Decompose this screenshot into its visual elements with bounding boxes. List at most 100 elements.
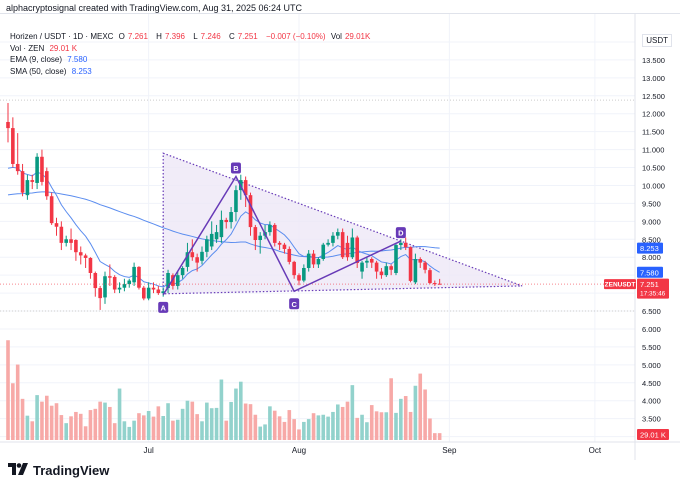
sma-indicator-line[interactable]: SMA (50, close) 8.253 xyxy=(10,66,376,78)
volume-indicator-label: Vol · ZEN xyxy=(10,43,45,53)
candle xyxy=(185,242,190,272)
candle-body xyxy=(433,283,437,285)
volume-bar xyxy=(146,411,151,440)
candle xyxy=(161,287,165,297)
pattern-label: A xyxy=(160,303,166,312)
volume-bar xyxy=(185,400,190,440)
symbol-badge-text: ZENUSDT xyxy=(605,282,636,289)
candle-body xyxy=(64,239,68,243)
candle-body xyxy=(214,232,219,240)
volume-bar xyxy=(132,420,136,440)
volume-bar xyxy=(78,413,83,440)
volume-bar xyxy=(234,388,238,440)
candle xyxy=(49,192,54,225)
candle xyxy=(379,267,384,279)
candle xyxy=(45,167,49,200)
candle xyxy=(166,269,170,294)
volume-bar xyxy=(175,419,180,440)
volume-bar xyxy=(151,416,156,440)
candle xyxy=(229,207,233,229)
candle xyxy=(403,237,408,251)
candle-body xyxy=(229,212,233,223)
ema-price-badge-text: 7.580 xyxy=(640,268,659,277)
time-axis-label: Sep xyxy=(442,446,457,455)
candle xyxy=(108,264,112,286)
currency-button[interactable]: USDT xyxy=(642,34,672,47)
candle xyxy=(384,262,389,277)
tradingview-logo[interactable]: TradingView xyxy=(8,463,109,478)
candle xyxy=(345,235,350,261)
volume-bar xyxy=(369,405,374,440)
volume-bar xyxy=(156,406,161,440)
symbol-title[interactable]: Horizen / USDT · 1D · MEXC xyxy=(10,32,114,41)
volume-bar xyxy=(331,411,335,440)
price-axis-label: 4.500 xyxy=(642,379,661,388)
candle xyxy=(195,253,199,272)
candle-body xyxy=(108,276,112,278)
volume-bar xyxy=(127,426,132,440)
price-chart-svg[interactable]: ABCD14.00013.50013.00012.50012.00011.500… xyxy=(0,0,680,462)
candle xyxy=(374,260,379,279)
candle-body xyxy=(156,289,161,294)
candle xyxy=(418,257,423,268)
candle-body xyxy=(117,287,122,290)
ema-value: 7.580 xyxy=(67,55,88,64)
candle-body xyxy=(59,226,64,243)
pattern-point-a xyxy=(158,301,169,313)
candle xyxy=(142,285,146,301)
candle xyxy=(292,260,296,279)
candle xyxy=(11,117,15,168)
candle xyxy=(98,285,102,310)
volume-bar xyxy=(418,373,423,440)
price-axis-label: 12.500 xyxy=(642,92,665,101)
candle-body xyxy=(306,253,311,268)
volume-bar xyxy=(35,395,39,440)
candle-body xyxy=(384,266,389,276)
volume-bar xyxy=(365,422,369,440)
candle xyxy=(146,282,151,301)
volume-bar xyxy=(69,416,73,440)
candle-body xyxy=(437,283,442,285)
price-axis-label: 6.500 xyxy=(642,307,661,316)
price-axis-label: 3.500 xyxy=(642,415,661,424)
price-axis-label: 11.500 xyxy=(642,128,664,137)
candle-body xyxy=(88,257,93,274)
candle-body xyxy=(340,232,345,258)
price-axis-label: 10.500 xyxy=(642,164,665,173)
candle xyxy=(248,192,253,236)
volume-bar xyxy=(311,413,316,440)
candle-body xyxy=(185,252,190,267)
volume-bar xyxy=(316,415,321,440)
ema-label: EMA (9, close) xyxy=(10,55,63,64)
ema-indicator-line[interactable]: EMA (9, close) 7.580 xyxy=(10,54,376,66)
candle-body xyxy=(6,121,10,129)
candle xyxy=(302,264,306,283)
candle xyxy=(190,239,195,261)
candle xyxy=(258,232,262,254)
candle xyxy=(428,267,432,285)
pattern-label: C xyxy=(291,300,297,309)
volume-bar xyxy=(379,412,384,440)
candle-body xyxy=(355,237,359,263)
current-price-text: 7.251 xyxy=(640,280,659,289)
volume-bar xyxy=(302,421,306,440)
candle-body xyxy=(413,259,418,283)
volume-bar xyxy=(277,416,282,440)
price-axis-label: 6.000 xyxy=(642,325,661,334)
candle xyxy=(214,224,219,243)
volume-indicator-line[interactable]: Vol · ZEN 29.01 K xyxy=(10,43,376,55)
chart-area[interactable]: Horizen / USDT · 1D · MEXC O 7.261 H 7.396… xyxy=(0,13,680,461)
volume-badge-text: 29.01 K xyxy=(640,431,666,440)
candle xyxy=(243,176,248,208)
sma-price-badge xyxy=(637,242,663,254)
pattern-point-d xyxy=(395,227,406,239)
volume-bar xyxy=(20,398,25,440)
candle xyxy=(360,260,364,279)
candle xyxy=(437,278,442,285)
volume-bar xyxy=(321,414,326,440)
high-value: 7.396 xyxy=(164,32,185,41)
volume-bar xyxy=(25,415,30,440)
candle-body xyxy=(394,245,398,274)
volume-bar xyxy=(326,416,330,440)
candle-body xyxy=(292,261,296,276)
